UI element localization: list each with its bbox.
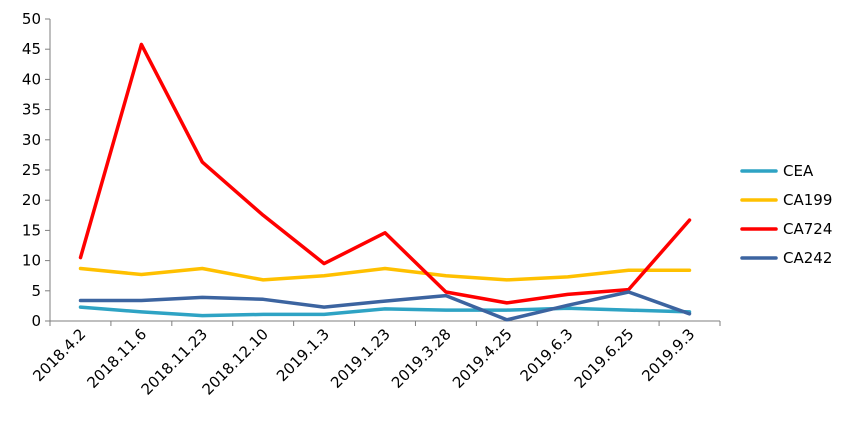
x-tick-label: 2019.1.3 bbox=[273, 325, 333, 385]
x-tick-label: 2019.6.25 bbox=[571, 325, 638, 392]
series-line-ca242 bbox=[78, 290, 692, 322]
x-tick-label: 2019.3.28 bbox=[388, 325, 455, 392]
y-tick-label: 50 bbox=[22, 10, 41, 28]
x-tick-label: 2018.12.10 bbox=[199, 325, 272, 398]
legend: CEA CA199 CA724 CA242 bbox=[740, 162, 832, 267]
legend-label: CA242 bbox=[783, 249, 832, 267]
y-tick-label: 45 bbox=[22, 40, 41, 58]
y-tick-label: 15 bbox=[22, 221, 41, 239]
y-tick-label: 40 bbox=[22, 70, 41, 88]
x-tick-label: 2019.6.3 bbox=[517, 325, 577, 385]
series-line-cea bbox=[78, 305, 692, 318]
x-tick-label: 2019.9.3 bbox=[638, 325, 698, 385]
x-tick-label: 2019.4.25 bbox=[449, 325, 516, 392]
y-tick-label: 20 bbox=[22, 191, 41, 209]
series-line-ca724 bbox=[78, 42, 692, 305]
legend-label: CA724 bbox=[783, 220, 832, 238]
y-tick-label: 5 bbox=[31, 282, 41, 300]
x-tick-label: 2019.1.23 bbox=[327, 325, 394, 392]
y-tick-label: 30 bbox=[22, 131, 41, 149]
legend-label: CA199 bbox=[783, 191, 832, 209]
y-axis: 0 5 10 15 20 25 30 35 40 45 50 bbox=[22, 10, 51, 330]
y-tick-label: 25 bbox=[22, 161, 41, 179]
x-tick-label: 2018.4.2 bbox=[29, 325, 89, 385]
series-line-ca199 bbox=[78, 266, 692, 282]
legend-label: CEA bbox=[783, 162, 814, 180]
y-tick-label: 0 bbox=[31, 312, 41, 330]
series-lines bbox=[78, 42, 692, 322]
y-tick-label: 35 bbox=[22, 101, 41, 119]
x-tick-label: 2018.11.6 bbox=[83, 325, 150, 392]
y-tick-label: 10 bbox=[22, 252, 41, 270]
